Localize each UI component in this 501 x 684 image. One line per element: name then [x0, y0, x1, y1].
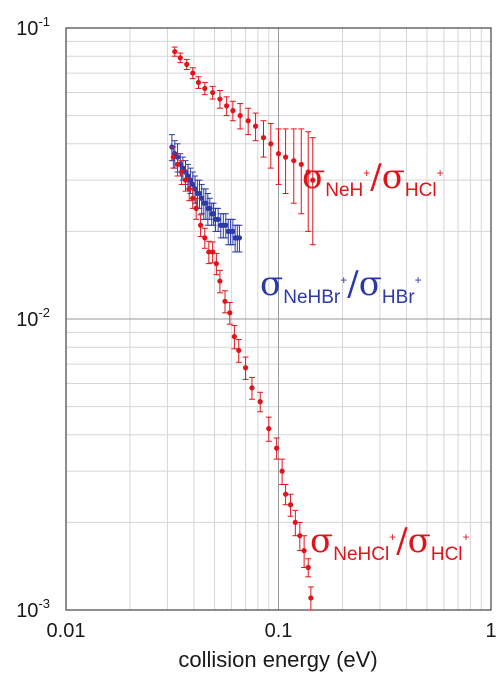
data-point — [297, 533, 303, 539]
data-point — [206, 249, 212, 255]
data-point — [266, 426, 272, 432]
data-point — [308, 595, 314, 601]
data-point — [211, 211, 217, 217]
series-label-1: σNeH+/σHCl+ — [302, 157, 444, 201]
data-point — [274, 445, 280, 451]
data-point — [252, 123, 259, 129]
data-point — [292, 519, 298, 526]
data-point — [310, 177, 316, 183]
data-point — [230, 228, 236, 235]
data-point — [236, 235, 243, 241]
x-axis-title: collision energy (eV) — [178, 647, 377, 672]
y-tick-label: 10-1 — [16, 14, 50, 40]
major-gridlines — [66, 28, 491, 610]
data-point — [182, 177, 189, 183]
data-point — [305, 169, 311, 175]
y-tick-label: 10-2 — [16, 305, 50, 331]
data-point — [298, 161, 304, 167]
data-point — [190, 181, 196, 188]
data-point — [249, 385, 255, 391]
data-point — [179, 169, 185, 175]
data-point — [186, 186, 192, 192]
data-point — [222, 298, 228, 304]
data-point — [170, 154, 176, 160]
data-point — [202, 85, 208, 92]
data-point — [217, 278, 223, 284]
data-point — [242, 365, 249, 371]
series-label-3: σNeHCl+/σHCl+ — [310, 521, 470, 565]
data-point — [190, 70, 196, 76]
series-label-2: σNeHBr+/σHBr+ — [260, 264, 422, 308]
data-point — [177, 55, 183, 61]
y-tick-labels: 10-1 10-2 10-3 — [16, 14, 50, 622]
data-point — [199, 195, 205, 201]
data-point — [174, 161, 181, 167]
data-point — [185, 173, 191, 179]
data-point — [230, 108, 236, 114]
data-point — [260, 135, 267, 141]
data-point — [301, 548, 307, 554]
data-point — [210, 89, 216, 96]
y-tick-label: 10-3 — [16, 596, 50, 622]
data-point — [172, 48, 178, 55]
data-point — [195, 79, 202, 86]
data-point — [283, 491, 289, 497]
data-point — [268, 141, 274, 147]
data-point — [207, 205, 213, 211]
data-point — [215, 216, 221, 222]
data-point — [305, 564, 311, 571]
data-point — [237, 112, 243, 119]
data-point — [279, 468, 285, 474]
series-1 — [171, 46, 316, 246]
x-tick-label: 1 — [485, 620, 496, 642]
data-point — [275, 151, 282, 157]
x-tick-labels: 0.01 0.1 1 — [47, 620, 497, 642]
x-tick-label: 0.1 — [265, 620, 293, 642]
data-point — [193, 205, 199, 211]
plot-area-frame — [65, 27, 492, 611]
data-point — [236, 347, 242, 354]
series-layer — [168, 46, 316, 611]
data-point — [203, 200, 209, 206]
data-point — [190, 195, 196, 201]
data-point — [287, 502, 294, 508]
data-point — [231, 333, 237, 340]
x-tick-label: 0.01 — [47, 620, 86, 642]
data-point — [283, 154, 289, 160]
data-point — [202, 235, 208, 241]
series-3 — [170, 146, 314, 611]
data-point — [223, 222, 229, 228]
data-point — [184, 61, 190, 67]
series-labels: σNeH+/σHCl+ σNeHBr+/σHBr+ σNeHCl+/σHCl+ — [260, 157, 470, 565]
data-point — [217, 96, 223, 102]
data-point — [213, 261, 219, 267]
data-point — [245, 118, 251, 124]
data-point — [224, 103, 230, 109]
data-point — [257, 399, 263, 405]
data-point — [196, 190, 203, 197]
data-point — [198, 222, 204, 228]
data-point — [291, 158, 297, 164]
data-point — [227, 310, 233, 316]
